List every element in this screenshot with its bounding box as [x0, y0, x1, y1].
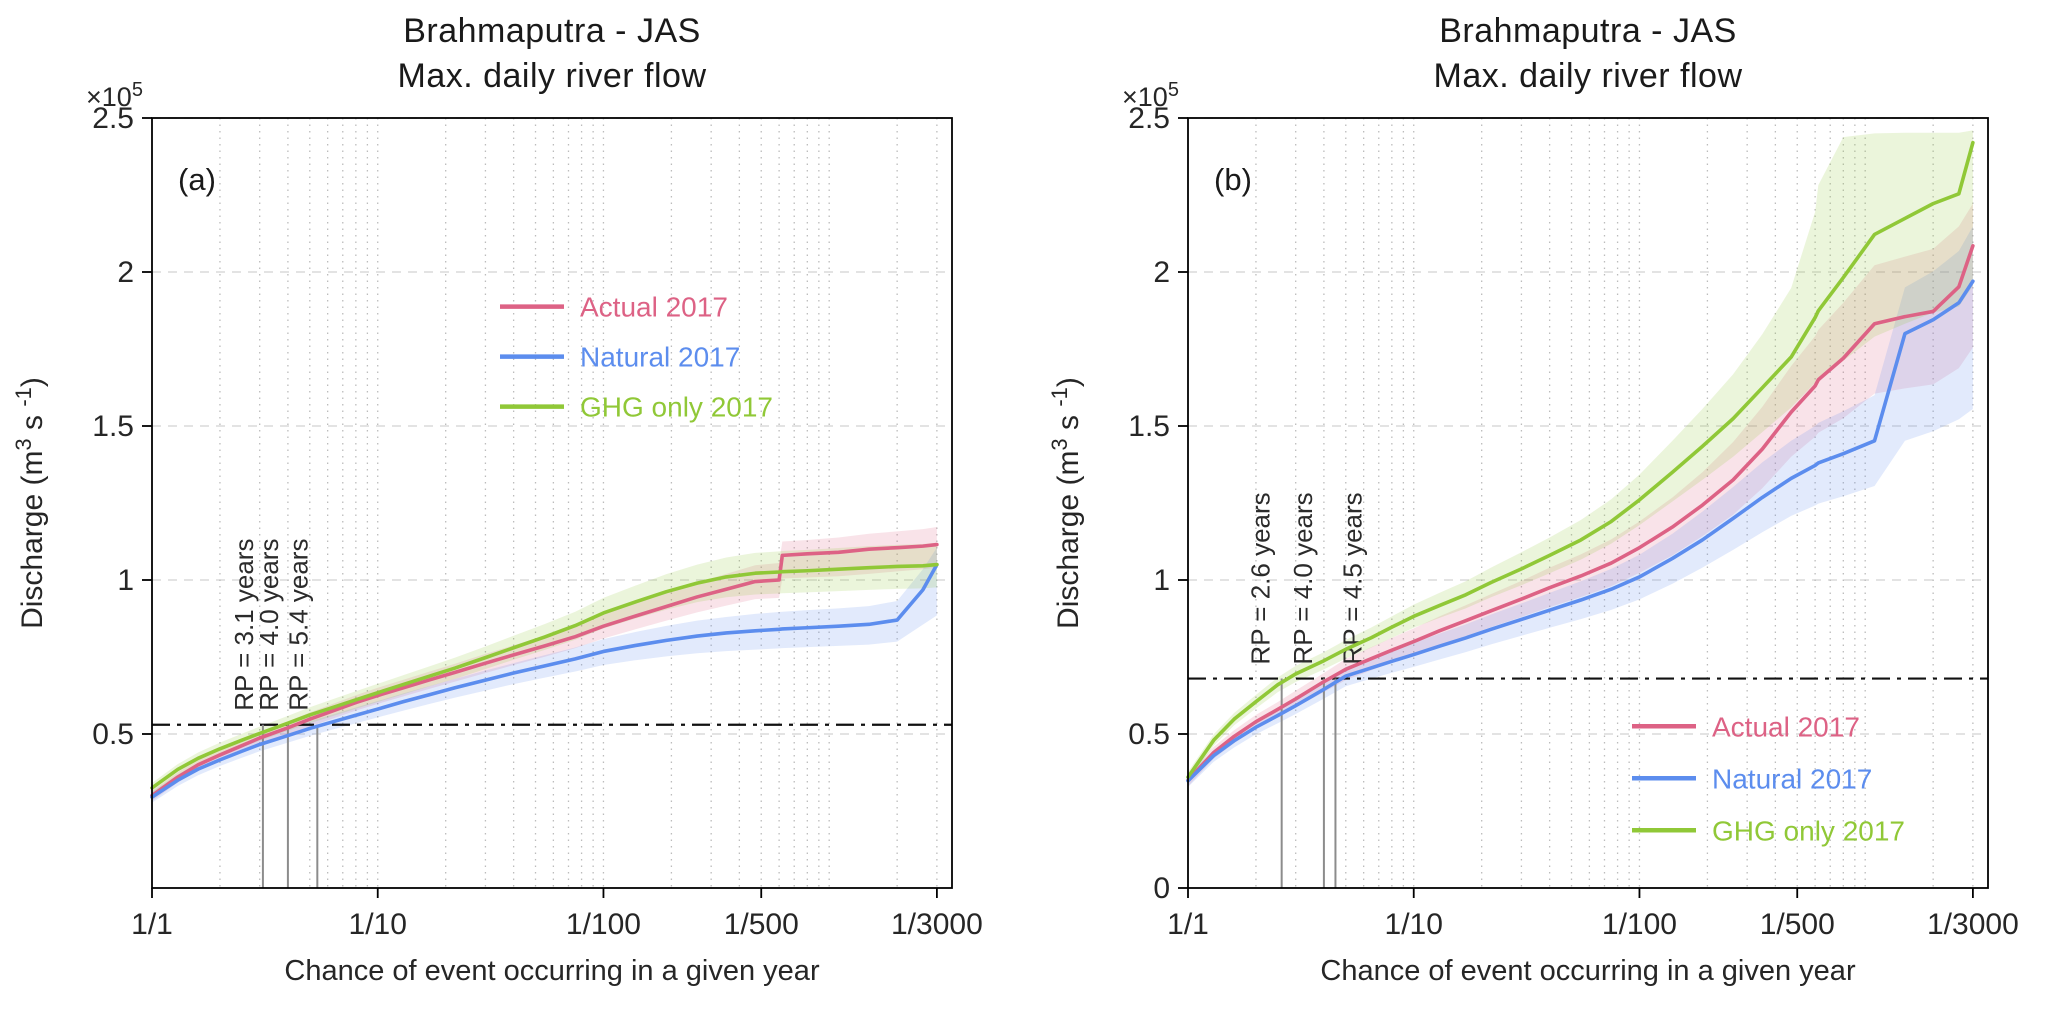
- rp-marker-label: RP = 3.1 years: [229, 539, 259, 711]
- legend-label-natural: Natural 2017: [580, 342, 740, 373]
- uncertainty-band-actual: [152, 527, 937, 802]
- panel-a-subtitle: Max. daily river flow: [397, 57, 707, 95]
- series-line-ghg: [150, 562, 939, 790]
- axes-box: [1187, 117, 1989, 889]
- x-tick-label: 1/3000: [1927, 908, 2019, 941]
- panel-a-xaxis-label: Chance of event occurring in a given yea…: [284, 955, 820, 987]
- series-line-actual: [1186, 244, 1975, 783]
- y-tick-label: 1.5: [1128, 410, 1170, 443]
- rp-marker-label: RP = 4.0 years: [1288, 492, 1318, 664]
- y-tick-label: 2: [1153, 256, 1170, 289]
- legend-label-actual: Actual 2017: [1712, 711, 1860, 742]
- legend: Actual 2017 Natural 2017 GHG only 2017: [1632, 711, 1905, 846]
- legend-label-ghg: GHG only 2017: [1712, 815, 1905, 846]
- panel-a-title: Brahmaputra - JAS: [403, 12, 701, 50]
- gridlines: [1188, 117, 1988, 888]
- panel-a-letter: (a): [178, 162, 216, 197]
- y-tick-label: 2: [117, 256, 134, 289]
- uncertainty-band-actual: [1188, 203, 1973, 787]
- legend: Actual 2017 Natural 2017 GHG only 2017: [500, 292, 773, 423]
- x-tick-label: 1/500: [1760, 908, 1835, 941]
- y-axis-multiplier: ×105: [86, 79, 143, 112]
- gridlines: [152, 117, 952, 888]
- uncertainty-band-ghg: [1188, 130, 1973, 783]
- y-tick-label: 0.5: [92, 718, 134, 751]
- x-tick-label: 1/1: [131, 908, 173, 941]
- panel-b-letter: (b): [1214, 162, 1252, 197]
- y-tick-label: 0: [1153, 872, 1170, 905]
- series-line-natural: [150, 562, 939, 799]
- series-line-natural: [1186, 279, 1975, 783]
- uncertainty-band-natural: [152, 547, 937, 803]
- y-tick-label: 1.5: [92, 410, 134, 443]
- y-axis-label: Discharge (m3 s -1): [1047, 377, 1085, 629]
- series-line-ghg: [1186, 140, 1975, 779]
- rp-marker-label: RP = 4.0 years: [254, 539, 284, 711]
- x-tick-label: 1/10: [1385, 908, 1443, 941]
- panel-b-xaxis-label: Chance of event occurring in a given yea…: [1320, 955, 1856, 987]
- y-tick-label: 2.5: [1128, 102, 1170, 135]
- y-tick-label: 1: [1153, 564, 1170, 597]
- y-axis-multiplier: ×105: [1122, 79, 1179, 112]
- y-axis-label: Discharge (m3 s -1): [11, 377, 49, 629]
- panel-b-title: Brahmaputra - JAS: [1439, 12, 1737, 50]
- rp-marker-label: RP = 4.5 years: [1337, 492, 1367, 664]
- y-tick-label: 1: [117, 564, 134, 597]
- rp-marker-label: RP = 5.4 years: [283, 539, 313, 711]
- y-tick-label: 2.5: [92, 102, 134, 135]
- x-tick-label: 1/100: [1602, 908, 1677, 941]
- rp-marker-label: RP = 2.6 years: [1246, 492, 1276, 664]
- panel-b-subtitle: Max. daily river flow: [1433, 57, 1743, 95]
- series-line-actual: [150, 542, 939, 798]
- x-tick-label: 1/100: [566, 908, 641, 941]
- x-tick-label: 1/1: [1167, 908, 1209, 941]
- x-tick-label: 1/10: [349, 908, 407, 941]
- x-tick-label: 1/3000: [891, 908, 983, 941]
- legend-label-ghg: GHG only 2017: [580, 392, 773, 423]
- panel-b: RP = 2.6 years RP = 4.0 years RP = 4.5 yea…: [1047, 79, 2019, 941]
- legend-label-actual: Actual 2017: [580, 292, 728, 323]
- axes-box: [151, 117, 953, 889]
- legend-label-natural: Natural 2017: [1712, 763, 1872, 794]
- x-tick-label: 1/500: [724, 908, 799, 941]
- y-tick-label: 0.5: [1128, 718, 1170, 751]
